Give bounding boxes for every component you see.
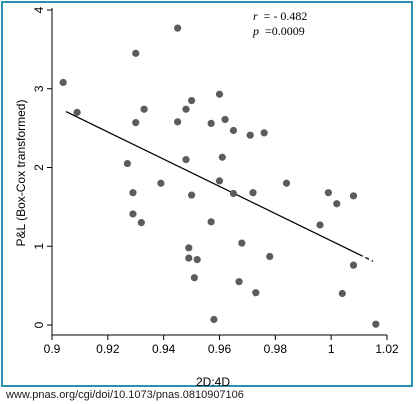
scatter-chart: 0 1 2 3 4 0.9 0.92 0.94 0.96 0.98 1 1.02 P&L (Box-C… bbox=[14, 6, 399, 388]
data-point bbox=[174, 24, 182, 32]
data-point bbox=[187, 96, 196, 105]
fit-line bbox=[65, 111, 374, 262]
r-value: = - 0.482 bbox=[264, 9, 308, 23]
axes: 0 1 2 3 4 0.9 0.92 0.94 0.96 0.98 1 1.02 bbox=[32, 6, 399, 356]
x-tick-label: 0.92 bbox=[96, 342, 120, 356]
r-symbol: r bbox=[253, 9, 258, 23]
x-tick-label: 0.9 bbox=[44, 342, 61, 356]
data-point bbox=[132, 49, 140, 57]
regression-line-dashed-tail bbox=[358, 253, 374, 262]
x-tick-label: 0.98 bbox=[264, 342, 288, 356]
data-point bbox=[207, 119, 215, 127]
data-point bbox=[282, 179, 291, 187]
p-value: =0.0009 bbox=[265, 24, 305, 38]
p-symbol: p bbox=[252, 24, 259, 38]
data-point bbox=[132, 119, 140, 127]
data-point bbox=[266, 252, 274, 261]
data-point bbox=[229, 189, 238, 198]
data-point bbox=[316, 221, 324, 229]
y-tick-label: 3 bbox=[32, 85, 46, 92]
x-axis-title: 2D:4D bbox=[196, 375, 230, 388]
data-point bbox=[182, 156, 190, 164]
data-point bbox=[129, 189, 137, 197]
x-tick-label: 0.94 bbox=[152, 342, 176, 356]
figure-frame bbox=[1, 1, 413, 387]
data-point bbox=[252, 289, 260, 297]
data-point bbox=[372, 320, 380, 328]
data-point bbox=[190, 274, 198, 282]
data-point bbox=[182, 105, 190, 113]
data-point bbox=[215, 90, 224, 98]
x-tick-label: 1.02 bbox=[375, 342, 399, 356]
data-point bbox=[73, 108, 81, 116]
data-point bbox=[123, 159, 131, 168]
x-tick-label: 1 bbox=[328, 342, 335, 356]
data-point bbox=[338, 289, 346, 298]
y-tick-label: 4 bbox=[32, 6, 46, 13]
data-point bbox=[185, 244, 193, 252]
data-point bbox=[185, 254, 193, 262]
data-points bbox=[59, 24, 380, 328]
data-point bbox=[59, 78, 67, 87]
data-point bbox=[157, 179, 165, 187]
data-point bbox=[140, 105, 148, 113]
data-point bbox=[218, 153, 226, 161]
y-axis-title: P&L (Box-Cox transformed) bbox=[14, 100, 28, 247]
data-point bbox=[246, 131, 254, 139]
p-value-annotation: p =0.0009 bbox=[252, 24, 305, 38]
data-point bbox=[349, 192, 358, 200]
data-point bbox=[333, 200, 341, 208]
data-point bbox=[235, 278, 243, 286]
regression-line bbox=[65, 111, 360, 255]
data-point bbox=[187, 191, 196, 199]
x-tick-label: 0.96 bbox=[208, 342, 232, 356]
y-tick-label: 2 bbox=[32, 164, 46, 171]
data-point bbox=[238, 239, 246, 247]
y-tick-label: 1 bbox=[32, 243, 46, 250]
data-point bbox=[229, 126, 238, 135]
data-point bbox=[215, 177, 224, 185]
data-point bbox=[249, 189, 257, 197]
data-point bbox=[207, 218, 215, 226]
data-point bbox=[349, 261, 358, 269]
correlation-annotation: r = - 0.482 bbox=[253, 9, 307, 23]
data-point bbox=[210, 315, 218, 324]
source-url: www.pnas.org/cgi/doi/10.1073/pnas.081090… bbox=[6, 389, 244, 401]
data-point bbox=[174, 118, 182, 126]
data-point bbox=[193, 256, 201, 264]
data-point bbox=[129, 210, 137, 218]
data-point bbox=[137, 219, 145, 227]
data-point bbox=[221, 115, 229, 124]
data-point bbox=[324, 189, 332, 197]
data-point bbox=[260, 129, 268, 137]
y-tick-label: 0 bbox=[32, 321, 46, 328]
